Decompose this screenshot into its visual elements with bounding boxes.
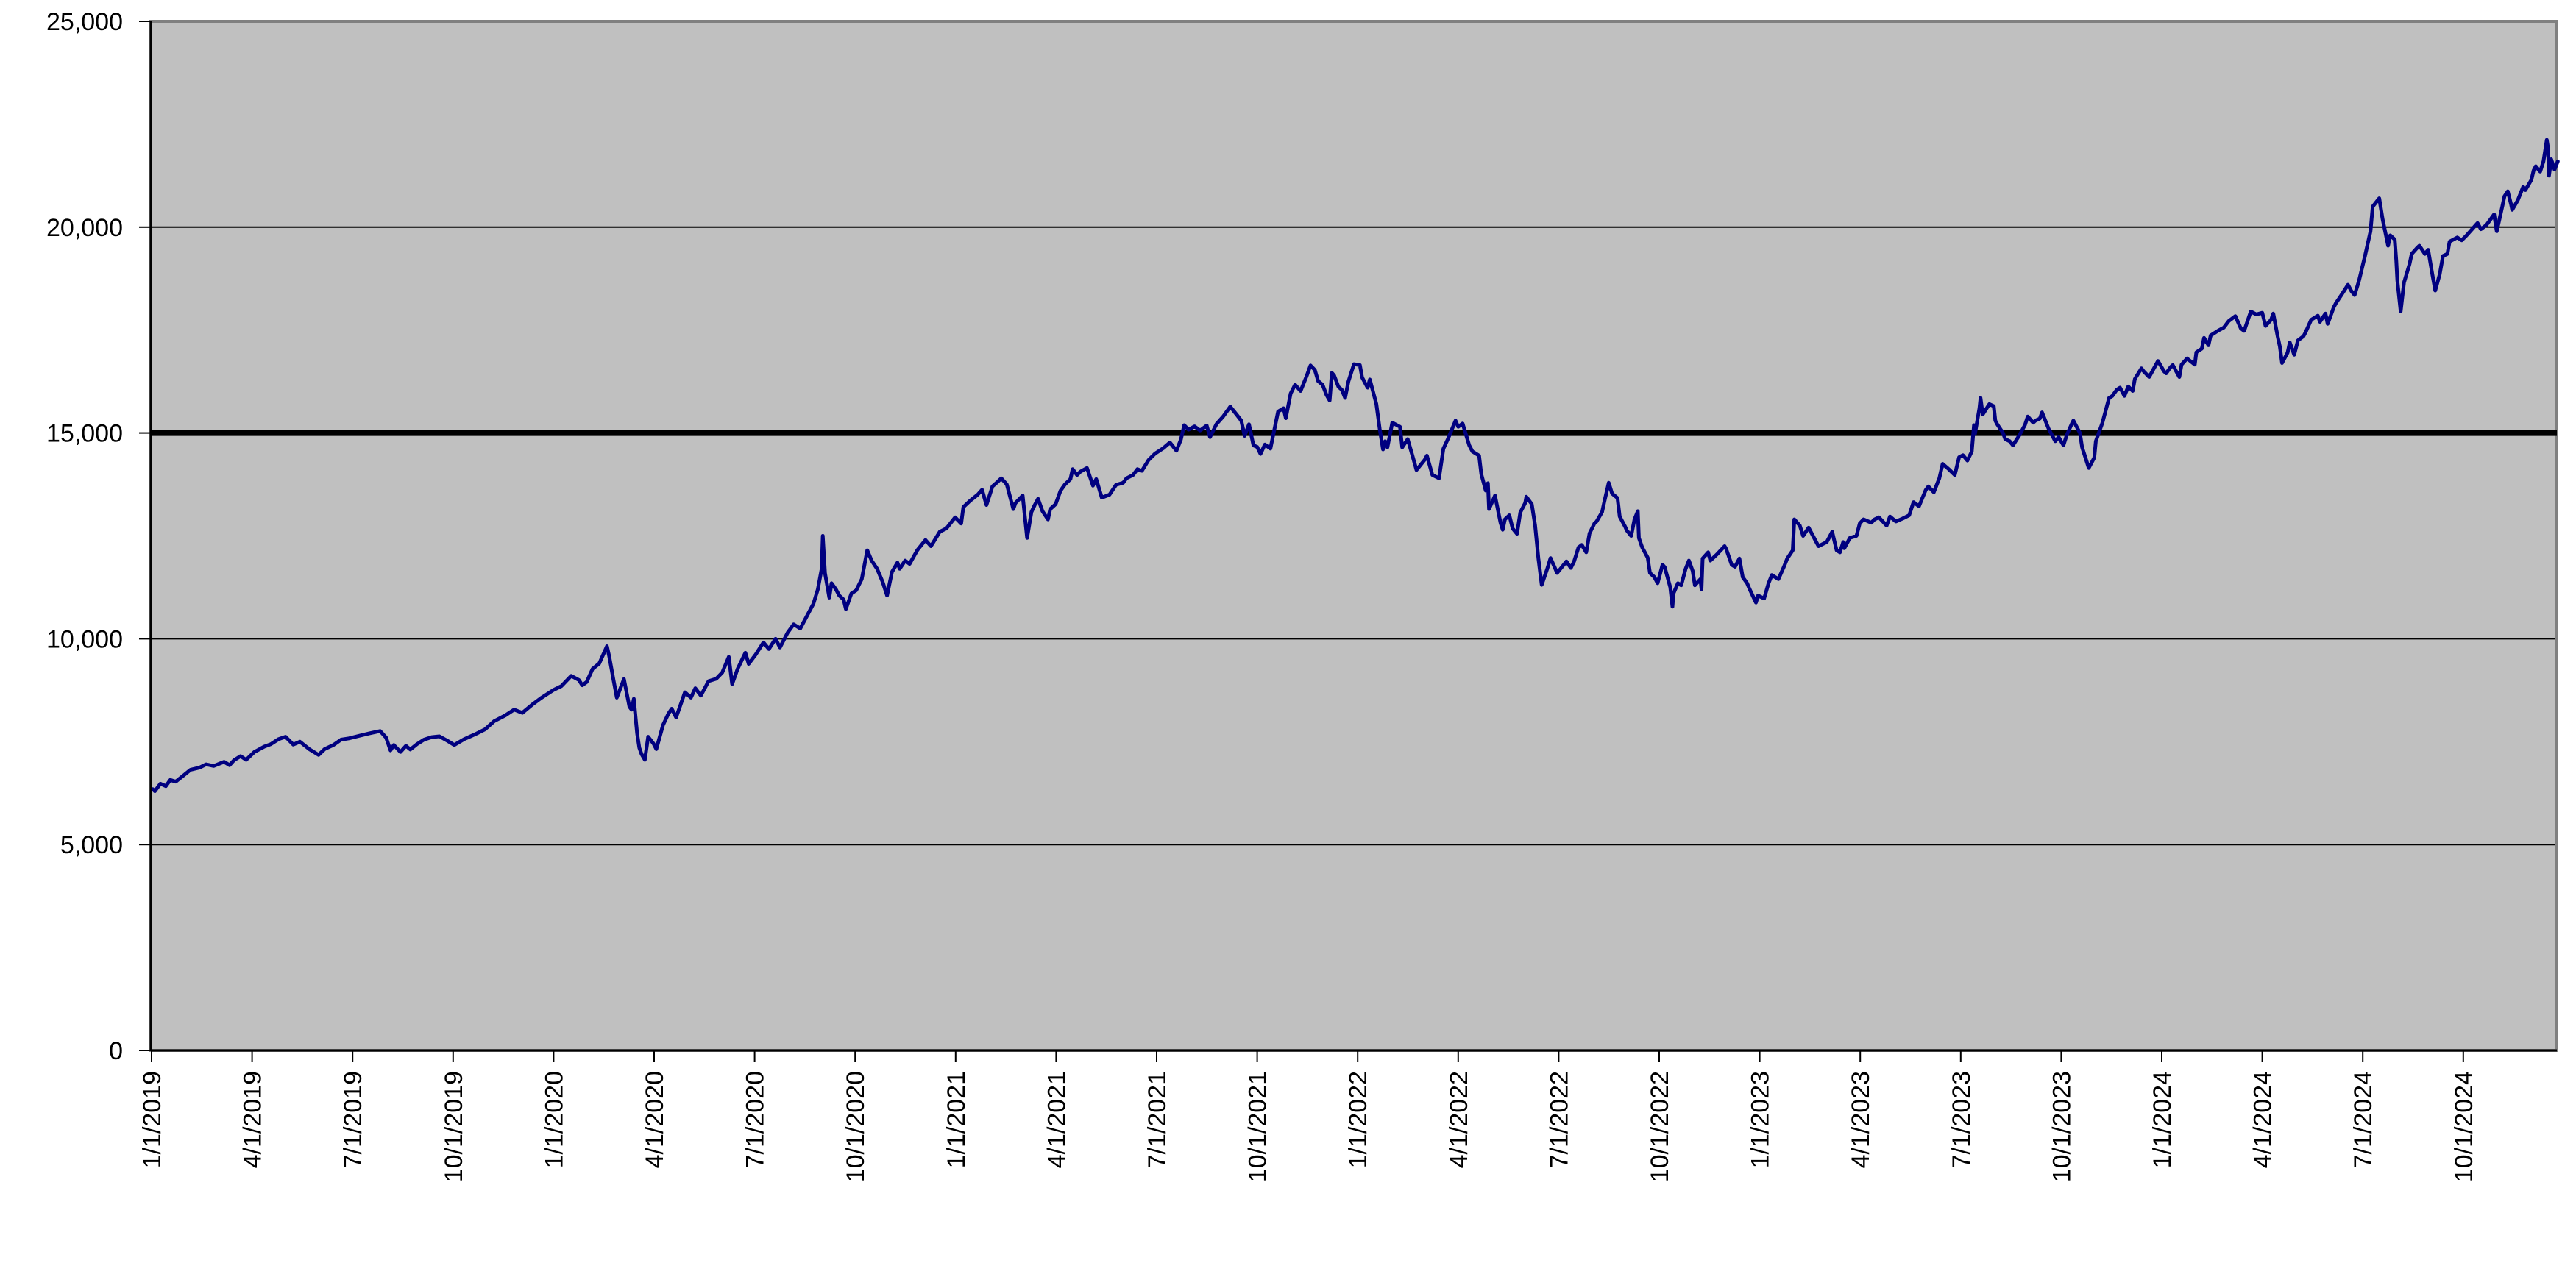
x-tick-label: 1/1/2021 bbox=[943, 1071, 971, 1168]
x-tick-label: 4/1/2020 bbox=[641, 1071, 669, 1168]
x-tick-label: 7/1/2021 bbox=[1143, 1071, 1171, 1168]
plot-area bbox=[151, 21, 2557, 1050]
x-tick-label: 10/1/2021 bbox=[1244, 1071, 1272, 1182]
x-tick-label: 1/1/2023 bbox=[1747, 1071, 1775, 1168]
x-tick-label: 10/1/2023 bbox=[2048, 1071, 2076, 1182]
x-tick-label: 7/1/2024 bbox=[2349, 1071, 2377, 1168]
x-tick-label: 4/1/2019 bbox=[239, 1071, 267, 1168]
x-tick-label: 4/1/2021 bbox=[1043, 1071, 1071, 1168]
y-tick-label: 15,000 bbox=[46, 420, 123, 448]
x-tick-label: 10/1/2024 bbox=[2450, 1071, 2478, 1182]
series-line bbox=[151, 138, 2560, 793]
x-tick-label: 7/1/2020 bbox=[742, 1071, 770, 1168]
x-tick-label: 7/1/2023 bbox=[1948, 1071, 1976, 1168]
x-tick-label: 1/1/2020 bbox=[540, 1071, 568, 1168]
x-tick-label: 4/1/2023 bbox=[1847, 1071, 1875, 1168]
x-tick-label: 10/1/2022 bbox=[1646, 1071, 1674, 1182]
x-tick-label: 7/1/2019 bbox=[339, 1071, 367, 1168]
x-tick-label: 1/1/2022 bbox=[1344, 1071, 1372, 1168]
y-tick-label: 5,000 bbox=[60, 831, 123, 859]
y-tick-label: 25,000 bbox=[46, 8, 123, 36]
x-tick-label: 1/1/2019 bbox=[138, 1071, 166, 1168]
x-tick-label: 10/1/2019 bbox=[440, 1071, 468, 1182]
y-tick-label: 0 bbox=[109, 1037, 123, 1065]
x-tick-label: 4/1/2022 bbox=[1445, 1071, 1473, 1168]
x-tick-label: 1/1/2024 bbox=[2149, 1071, 2176, 1168]
x-tick-label: 7/1/2022 bbox=[1545, 1071, 1573, 1168]
y-tick-label: 10,000 bbox=[46, 625, 123, 653]
x-tick-label: 10/1/2020 bbox=[842, 1071, 870, 1182]
x-tick-label: 4/1/2024 bbox=[2249, 1071, 2277, 1168]
y-tick-label: 20,000 bbox=[46, 214, 123, 242]
